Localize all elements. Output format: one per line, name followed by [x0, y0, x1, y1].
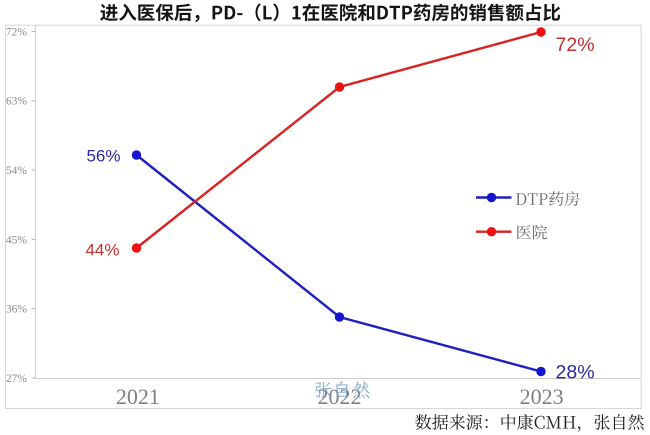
svg-text:72%: 72%	[556, 34, 595, 56]
svg-text:28%: 28%	[556, 362, 595, 384]
svg-text:63%: 63%	[6, 96, 28, 108]
svg-text:45%: 45%	[6, 234, 28, 246]
svg-text:54%: 54%	[6, 165, 28, 177]
svg-text:56%: 56%	[86, 147, 120, 166]
svg-text:72%: 72%	[6, 26, 28, 38]
svg-text:2021: 2021	[116, 384, 160, 409]
svg-text:2023: 2023	[520, 384, 564, 409]
svg-text:27%: 27%	[6, 373, 28, 385]
svg-text:36%: 36%	[6, 304, 28, 316]
svg-text:44%: 44%	[85, 241, 119, 260]
